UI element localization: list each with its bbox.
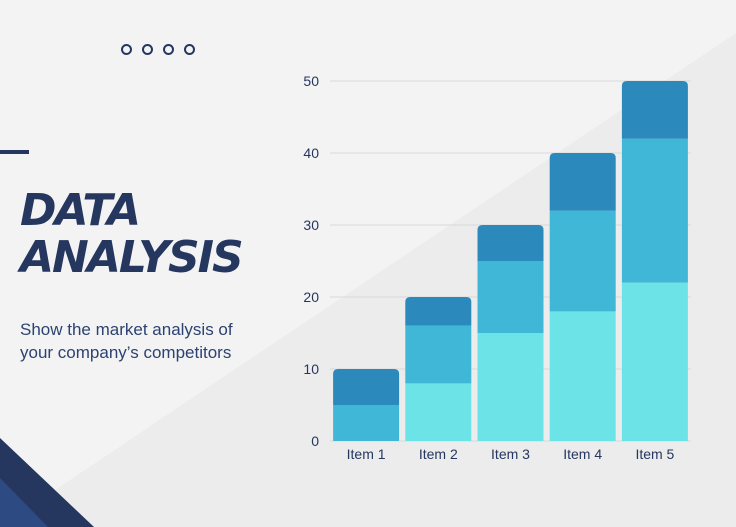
slide-subtitle-line-2: your company’s competitors bbox=[20, 343, 232, 362]
decorative-dot bbox=[121, 44, 132, 55]
decorative-dots bbox=[121, 44, 195, 55]
slide-subtitle: Show the market analysis of your company… bbox=[20, 318, 295, 364]
slide-title-line-2: ANALYSIS bbox=[20, 232, 244, 283]
decorative-dot bbox=[163, 44, 174, 55]
slide-title-line-1: DATA bbox=[20, 185, 141, 236]
accent-line bbox=[0, 150, 29, 154]
slide-title: DATA ANALYSIS bbox=[20, 187, 290, 281]
decorative-dot bbox=[184, 44, 195, 55]
decorative-dot bbox=[142, 44, 153, 55]
navy-corner-shape-small bbox=[0, 478, 48, 527]
slide-subtitle-line-1: Show the market analysis of bbox=[20, 320, 233, 339]
